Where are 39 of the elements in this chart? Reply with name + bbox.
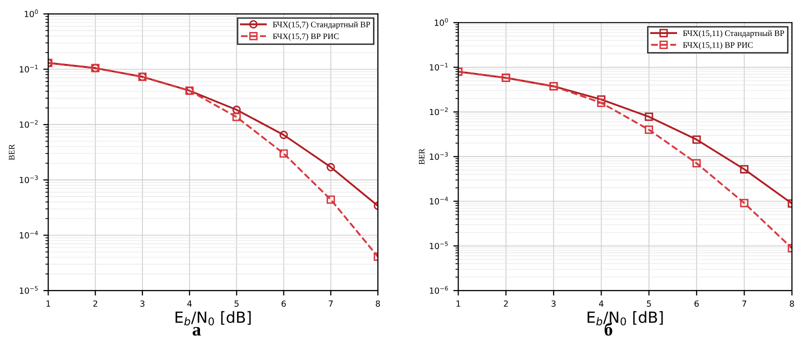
y-tick-label: 10$^{−4}$: [430, 196, 448, 204]
x-tick-label: 5: [646, 300, 651, 307]
x-tick-label: 1: [46, 300, 50, 307]
x-tick-label: 3: [552, 300, 556, 307]
x-tick-label: 7: [328, 300, 333, 307]
text: б: [604, 322, 612, 336]
y-tick-label: 10$^{−3}$: [430, 152, 448, 160]
legend-label: БЧХ(15,11) Стандартный ВР: [683, 30, 784, 38]
x-tick-label: 8: [376, 300, 380, 307]
y-tick-label: 10$^{−6}$: [430, 286, 448, 294]
y-tick-label: 10$^{−5}$: [20, 286, 38, 294]
x-tick-label: 7: [742, 300, 746, 307]
x-tick-label: 1: [456, 300, 460, 307]
x-tick-label: 6: [282, 300, 286, 307]
x-tick-label: 2: [93, 300, 98, 307]
y-tick-label: 10$^{−2}$: [20, 120, 38, 128]
x-tick-label: 6: [694, 300, 699, 307]
y-axis-title: BER: [418, 148, 424, 164]
y-tick-label: 10$^{−1}$: [430, 62, 448, 71]
y-tick-label: 10$^{−1}$: [20, 64, 38, 72]
y-tick-label: 10$^{−2}$: [430, 108, 448, 116]
x-tick-label: 8: [790, 300, 794, 307]
x-tick-label: 2: [504, 300, 508, 307]
legend-label: БЧХ(15,7) ВР РИС: [272, 33, 339, 41]
x-tick-label: 3: [140, 300, 144, 307]
y-axis-title: BER: [8, 144, 14, 160]
legend-label: БЧХ(15,11) ВР РИС: [683, 42, 753, 50]
x-tick-label: 5: [234, 300, 239, 307]
x-tick-label: 4: [599, 300, 604, 307]
y-tick-label: 10$^{−5}$: [430, 242, 448, 250]
x-axis-title: E$_{b}$/N$_{0}$ [dB]: [176, 311, 251, 326]
x-tick-label: 4: [187, 300, 192, 307]
y-tick-label: 10$^{0}$: [24, 10, 38, 18]
y-tick-label: 10$^{0}$: [434, 18, 448, 26]
y-tick-label: 10$^{−4}$: [20, 230, 38, 238]
y-tick-label: 10$^{−3}$: [20, 176, 38, 184]
x-axis-title: E$_{b}$/N$_{0}$ [dB]: [588, 311, 663, 326]
text: а: [192, 326, 201, 336]
legend-label: БЧХ(15,7) Стандартный ВР: [272, 21, 370, 30]
